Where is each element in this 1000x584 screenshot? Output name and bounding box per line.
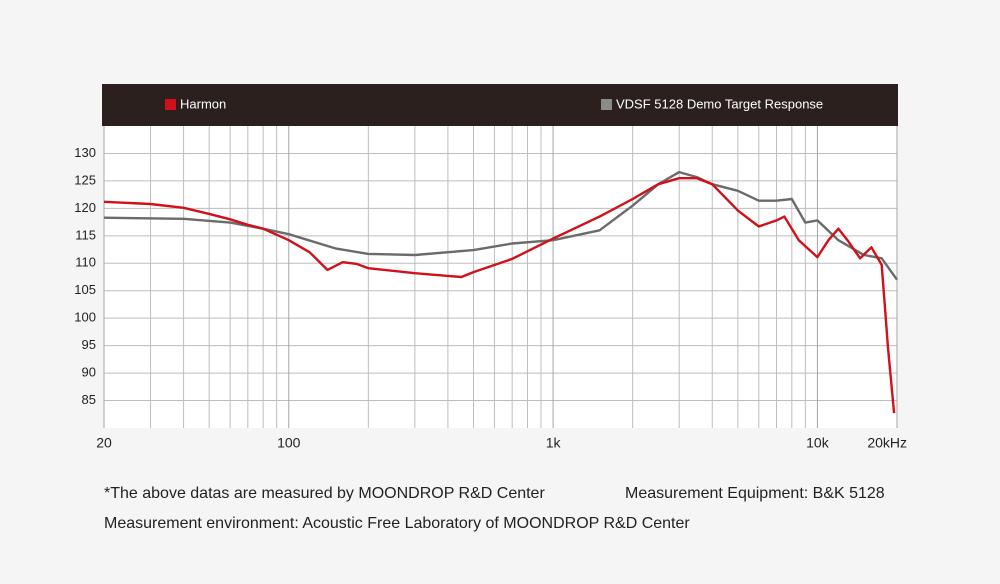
note: *The above datas are measured by MOONDRO…: [104, 485, 545, 502]
note: Measurement environment: Acoustic Free L…: [104, 515, 690, 532]
note: Measurement Equipment: B&K 5128: [625, 485, 885, 502]
y-tick-label: 95: [82, 337, 96, 352]
y-tick-label: 120: [74, 200, 96, 215]
y-tick-label: 105: [74, 282, 96, 297]
y-tick-label: 115: [75, 227, 96, 242]
x-tick-label: 100: [277, 435, 301, 451]
y-tick-label: 100: [74, 310, 96, 325]
y-tick-label: 90: [82, 365, 96, 380]
legend-label: Harmon: [180, 96, 226, 111]
legend-label: VDSF 5128 Demo Target Response: [616, 96, 823, 111]
legend-swatch: [601, 99, 612, 110]
legend-swatch: [165, 99, 176, 110]
y-tick-label: 85: [82, 392, 96, 407]
x-tick-label: 10k: [806, 435, 830, 451]
series-line: [103, 177, 896, 414]
x-tick-label: 20kHz: [867, 435, 907, 451]
y-tick-label: 110: [75, 255, 96, 270]
legend-bar: [102, 84, 898, 126]
plot-area: [104, 126, 897, 428]
y-tick-label: 125: [74, 172, 96, 187]
x-tick-label: 20: [96, 435, 112, 451]
y-tick-label: 130: [74, 145, 96, 160]
x-tick-label: 1k: [546, 435, 562, 451]
